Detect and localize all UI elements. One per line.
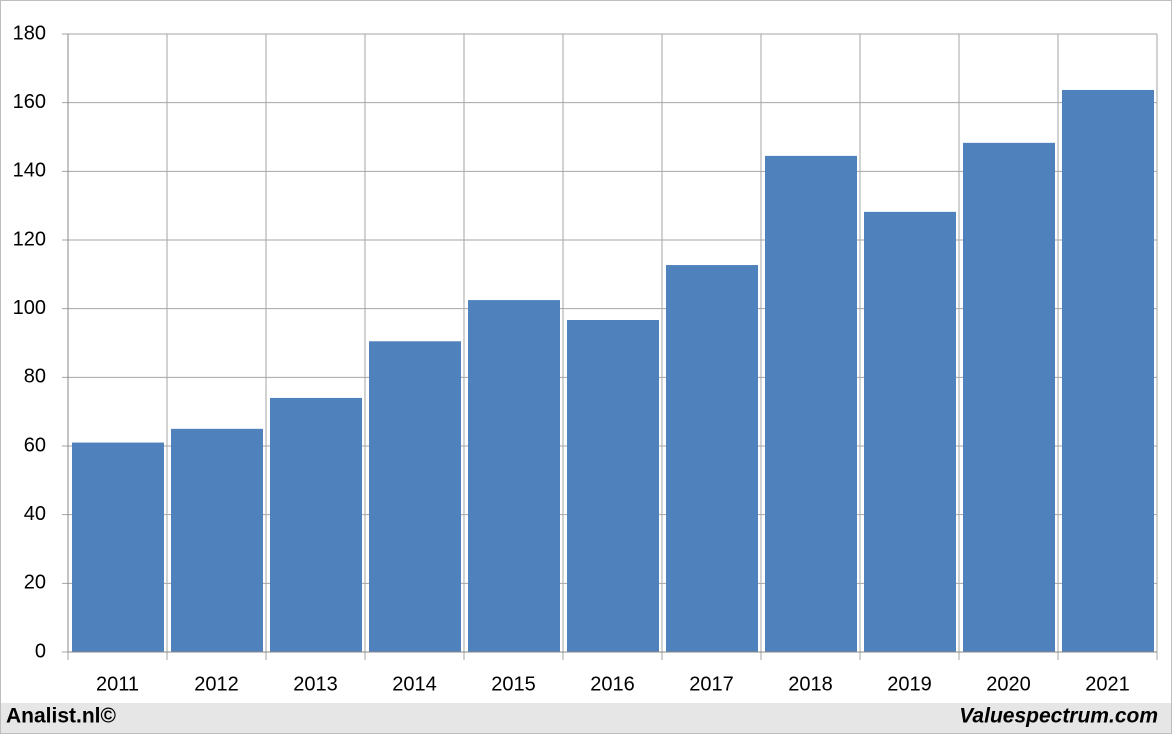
footer-band (1, 703, 1171, 733)
y-tick-label: 140 (13, 160, 46, 182)
x-tick-label: 2011 (96, 673, 139, 695)
y-tick-label: 20 (24, 572, 46, 594)
bar (963, 142, 1055, 652)
bar (72, 442, 164, 652)
x-tick-label: 2012 (194, 673, 239, 695)
bar (864, 211, 956, 652)
x-tick-label: 2019 (887, 673, 932, 695)
x-tick-label: 2015 (491, 673, 536, 695)
bar (270, 397, 362, 652)
y-tick-label: 60 (24, 434, 46, 456)
bar (567, 319, 659, 652)
footer-right: Valuespectrum.com (959, 705, 1158, 728)
bar (171, 428, 263, 652)
y-tick-label: 0 (35, 640, 46, 662)
bar (1062, 89, 1154, 653)
y-tick-label: 40 (24, 503, 46, 525)
x-tick-label: 2018 (788, 673, 833, 695)
y-tick-label: 80 (24, 366, 46, 388)
y-tick-label: 100 (13, 297, 46, 319)
y-tick-label: 160 (13, 91, 46, 113)
bar (468, 300, 560, 652)
x-tick-label: 2020 (986, 673, 1031, 695)
y-tick-label: 120 (13, 228, 46, 250)
footer-left: Analist.nl© (6, 705, 117, 728)
x-tick-label: 2013 (293, 673, 338, 695)
bar (765, 155, 857, 652)
bar (666, 265, 758, 652)
x-tick-label: 2014 (392, 673, 437, 695)
bar (369, 341, 461, 652)
x-tick-label: 2017 (689, 673, 734, 695)
x-tick-label: 2016 (590, 673, 635, 695)
y-tick-label: 180 (13, 22, 46, 44)
x-tick-label: 2021 (1085, 673, 1130, 695)
